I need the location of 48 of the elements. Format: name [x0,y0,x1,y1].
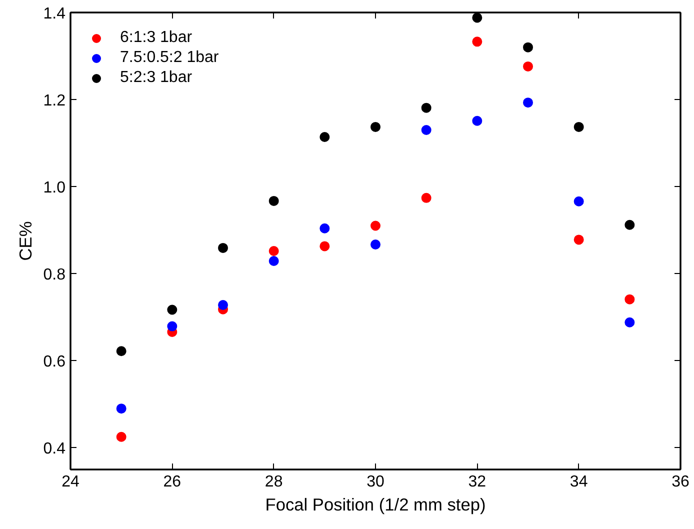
legend-label: 7.5:0.5:2 1bar [120,49,219,67]
point [320,132,330,142]
y-axis-title: CE% [15,221,36,261]
x-tick-label: 34 [570,474,588,490]
point [624,294,635,304]
y-tick-label: 0.6 [43,354,66,371]
y-tick-label: 0.4 [43,440,66,458]
point [472,116,482,126]
point [472,36,482,47]
point [167,304,178,315]
x-tick-label: 30 [366,474,384,490]
point [167,321,178,332]
point [116,404,126,414]
point [268,256,279,266]
point [320,223,330,234]
x-tick-label: 28 [264,474,283,490]
y-tick-label: 1.2 [43,92,66,110]
x-tick-label: 26 [163,474,182,490]
x-tick-label: 24 [62,474,80,490]
point [320,241,330,252]
legend-label: 5:2:3 1bar [120,69,192,87]
point [268,196,279,206]
x-tick-label: 32 [468,474,486,490]
point [523,42,533,52]
point [268,246,279,256]
y-tick-label: 1.4 [43,6,66,22]
point [218,242,228,253]
point [421,102,432,113]
point [574,122,584,132]
x-tick-label: 36 [672,474,690,490]
y-tick-label: 1.0 [43,180,66,197]
point [624,220,635,230]
point [624,317,635,328]
legend-label: 6:1:3 1bar [120,29,192,47]
point [421,125,432,136]
point [218,300,228,310]
x-axis-title: Focal Position (1/2 mm step) [265,494,486,514]
y-tick-label: 0.8 [43,266,66,284]
point [523,61,533,72]
point [421,192,432,203]
point [116,346,126,356]
point [574,234,584,245]
point [370,122,380,132]
point [523,98,533,108]
point [370,239,380,250]
point [370,220,380,231]
point [574,196,584,206]
point [116,432,126,442]
